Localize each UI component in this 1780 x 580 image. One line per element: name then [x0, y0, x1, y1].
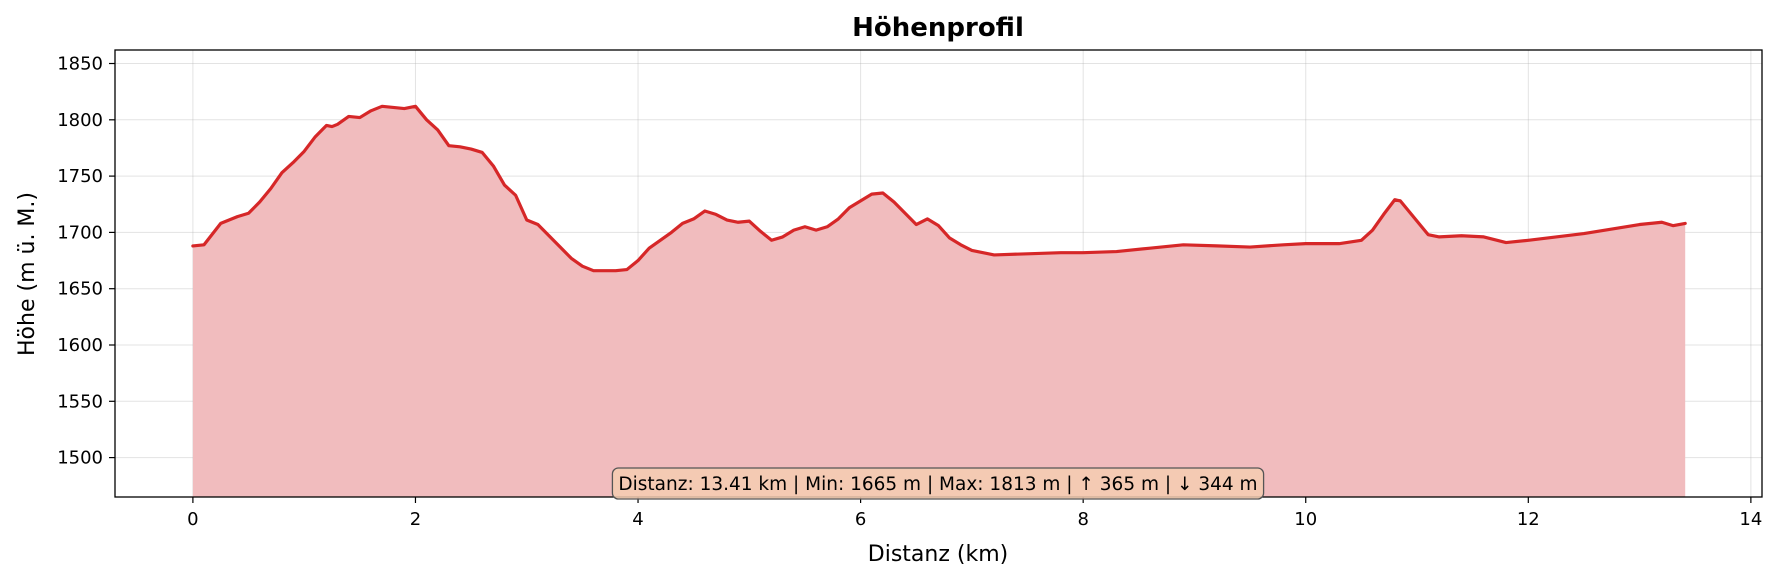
y-tick-label: 1500 — [57, 448, 103, 469]
x-tick-label: 14 — [1739, 509, 1762, 530]
y-tick-label: 1650 — [57, 279, 103, 300]
x-tick-label: 6 — [855, 509, 866, 530]
y-tick-label: 1700 — [57, 222, 103, 243]
x-tick-label: 8 — [1077, 509, 1088, 530]
stats-text: Distanz: 13.41 km | Min: 1665 m | Max: 1… — [618, 474, 1257, 495]
x-axis-ticks: 0 2 4 6 8 10 12 14 — [187, 497, 1762, 530]
chart-title: Höhenprofil — [852, 13, 1024, 43]
x-tick-label: 12 — [1517, 509, 1540, 530]
x-tick-label: 10 — [1294, 509, 1317, 530]
y-tick-label: 1800 — [57, 110, 103, 131]
y-tick-label: 1750 — [57, 166, 103, 187]
y-tick-label: 1850 — [57, 54, 103, 75]
stats-box: Distanz: 13.41 km | Min: 1665 m | Max: 1… — [611, 467, 1265, 500]
x-axis-label: Distanz (km) — [868, 542, 1008, 567]
y-tick-label: 1600 — [57, 335, 103, 356]
x-tick-label: 4 — [632, 509, 643, 530]
x-tick-label: 2 — [410, 509, 421, 530]
elevation-line — [191, 104, 1687, 273]
y-axis-ticks: 1500 1550 1600 1650 1700 1750 1800 1850 — [57, 54, 115, 469]
y-tick-label: 1550 — [57, 391, 103, 412]
x-tick-label: 0 — [187, 509, 198, 530]
elevation-area-fill — [192, 106, 1686, 498]
y-axis-label: Höhe (m ü. M.) — [15, 192, 40, 356]
stats-box-background — [611, 467, 1265, 500]
